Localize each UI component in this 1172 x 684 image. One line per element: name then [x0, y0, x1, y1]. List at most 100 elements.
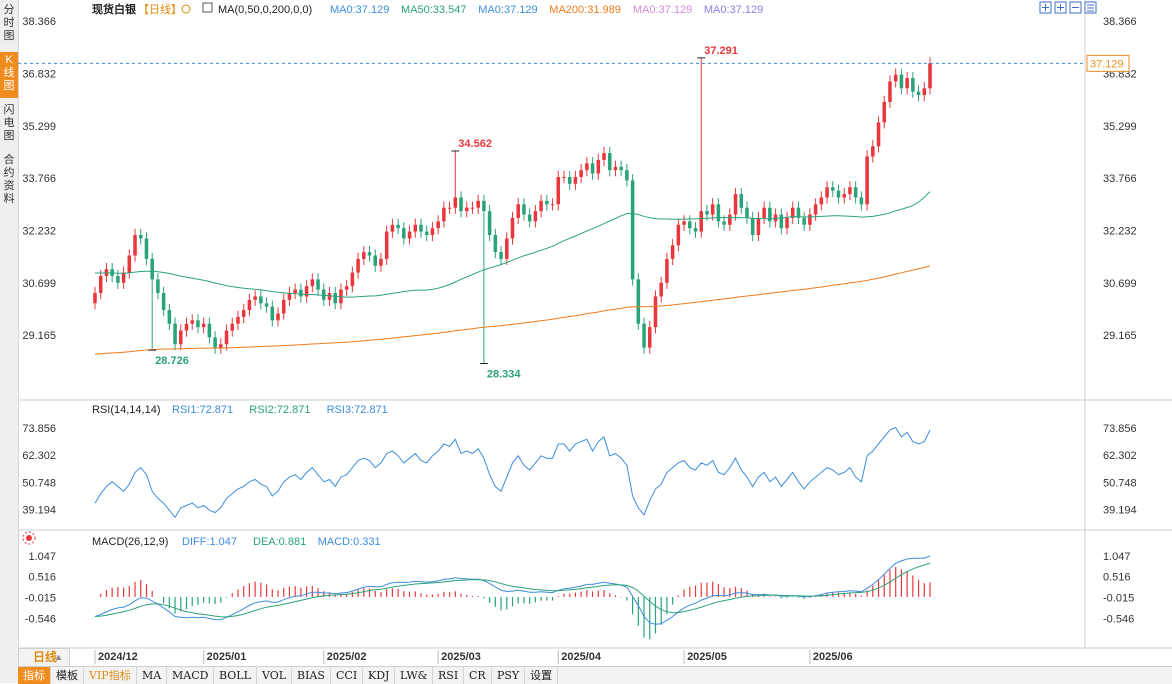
macd-title: MACD(26,12,9) [92, 536, 168, 548]
y-tick-label-left: 1.047 [28, 551, 56, 563]
rsi-legend: RSI1:72.871 RSI2:72.871 RSI3:72.871 [172, 404, 388, 416]
candle-body [750, 217, 755, 236]
indicator-tab[interactable]: BIAS [292, 667, 331, 684]
y-tick-label-right: 38.366 [1103, 16, 1137, 28]
moving-average-lines [94, 191, 931, 355]
tab-lightning[interactable]: 闪电图 [3, 104, 15, 142]
y-tick-label-left: 73.856 [22, 423, 56, 435]
diff-line [94, 555, 931, 625]
x-tick-label: 2024/12 [98, 651, 138, 663]
candle-body [510, 217, 515, 239]
candle-body [607, 153, 612, 171]
candle-body [922, 88, 927, 96]
y-tick-label-right: 1.047 [1103, 551, 1131, 563]
left-tab-strip [0, 0, 19, 683]
candle-body [728, 214, 732, 225]
y-tick-label-right: 0.516 [1103, 572, 1131, 584]
candle-body [785, 217, 789, 229]
candle-body [882, 101, 887, 123]
indicator-tab[interactable]: 指标 [18, 667, 51, 684]
legend-item: MA200:31.989 [549, 4, 621, 16]
candle-body [224, 330, 229, 345]
candle-body [653, 296, 658, 328]
candle-body [116, 275, 120, 283]
y-tick-label-right: 30.699 [1103, 278, 1137, 290]
candle-body [396, 224, 400, 229]
indicator-tab[interactable]: PSY [492, 667, 526, 684]
indicator-tab[interactable]: 模板 [51, 667, 84, 684]
candle-body [836, 190, 841, 198]
candle-body [916, 91, 921, 96]
period-toggle-icon[interactable] [181, 4, 191, 14]
candle-body [790, 207, 795, 218]
candle-body [161, 293, 166, 311]
period-selector-label: 日线 [33, 650, 58, 664]
y-tick-label-left: 35.299 [22, 121, 56, 133]
candle-body [327, 293, 332, 300]
indicator-tab[interactable]: RSI [433, 667, 465, 684]
candle-body [316, 279, 320, 290]
indicator-tab[interactable]: LW& [395, 667, 434, 684]
indicator-tab[interactable]: BOLL [214, 667, 257, 684]
y-tick-label-left: 62.302 [22, 450, 56, 462]
candle-body [928, 63, 932, 89]
candle-body [716, 204, 721, 222]
y-tick-label-right: 32.232 [1103, 226, 1137, 238]
indicator-tab[interactable]: CCI [331, 667, 364, 684]
indicator-tab[interactable]: CR [464, 667, 492, 684]
macd-settings-icon[interactable] [22, 531, 36, 545]
y-tick-label-left: -0.546 [25, 613, 56, 625]
candle-body [190, 320, 194, 324]
candle-body [567, 176, 572, 184]
indicator-tab[interactable]: MA [137, 667, 168, 684]
kline-chart[interactable]: 现货白银 【日线】 MA(0,50,0,200,0,0) MA0:37.129 M… [18, 0, 1172, 666]
candle-body [236, 316, 240, 324]
x-tick-label: 2025/01 [207, 651, 247, 663]
candle-body [499, 252, 503, 259]
ma-legend: MA0:37.129 MA50:33.547 MA0:37.129 MA200:31.… [330, 4, 763, 16]
tab-contract-info[interactable]: 合约资料 [3, 154, 15, 205]
candle-body [745, 207, 749, 218]
candle-body [579, 170, 583, 177]
candle-body [150, 258, 154, 280]
candle-body [344, 286, 349, 290]
tab-kline[interactable]: K线图 [0, 52, 18, 98]
candle-body [545, 200, 549, 205]
indicator-tab[interactable]: MACD [167, 667, 215, 684]
legend-item: RSI3:72.871 [327, 404, 388, 416]
legend-item: RSI1:72.871 [172, 404, 233, 416]
candle-body [670, 245, 675, 259]
candle-body [384, 231, 389, 259]
ma200-line [94, 265, 931, 355]
candle-body [550, 204, 555, 206]
candle-body [350, 272, 355, 287]
candle-body [270, 306, 275, 321]
candle-body [459, 197, 463, 212]
period-selector[interactable]: 日线 ▲ [18, 648, 70, 666]
candle-body [859, 197, 864, 205]
extreme-label: 28.726 [155, 355, 189, 367]
candle-body [167, 310, 172, 324]
candle-body [705, 211, 709, 215]
candle-body [625, 170, 629, 181]
candle-body [573, 176, 578, 184]
x-tick-label: 2025/04 [561, 651, 602, 663]
y-tick-label-left: 32.232 [22, 226, 56, 238]
candle-body [299, 289, 303, 297]
indicator-tab[interactable]: VOL [257, 667, 293, 684]
candle-body [739, 194, 744, 208]
tab-timeshare[interactable]: 分时图 [3, 4, 15, 42]
indicator-settings-icon[interactable] [202, 2, 213, 13]
candle-body [304, 286, 309, 297]
candle-body [733, 194, 738, 215]
candle-body [333, 293, 337, 304]
indicator-tab[interactable]: VIP指标 [84, 667, 137, 684]
candle-body [659, 282, 663, 297]
candle-body [613, 166, 618, 171]
legend-item: RSI2:72.871 [249, 404, 310, 416]
indicator-tab[interactable]: KDJ [363, 667, 396, 684]
y-tick-label-right: 33.766 [1103, 173, 1137, 185]
y-tick-label-left: 38.366 [22, 16, 56, 28]
candle-body [442, 207, 446, 222]
indicator-tab[interactable]: 设置 [525, 667, 558, 684]
